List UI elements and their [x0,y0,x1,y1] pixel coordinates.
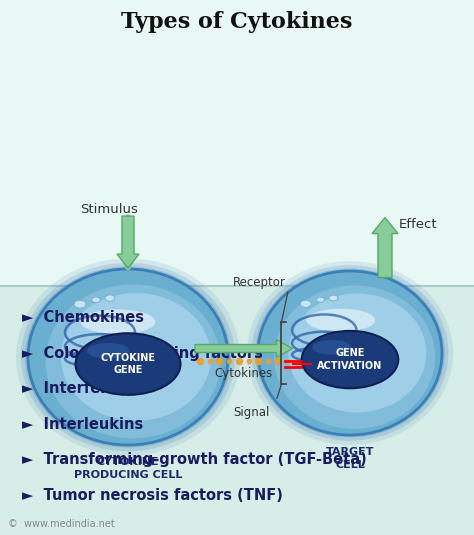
Ellipse shape [46,285,220,438]
FancyArrow shape [195,340,292,357]
Ellipse shape [75,333,181,395]
Ellipse shape [252,265,448,441]
Text: Receptor: Receptor [233,276,286,289]
Ellipse shape [21,263,235,451]
Text: ►  Transforming-growth factor (TGF-Beta): ► Transforming-growth factor (TGF-Beta) [22,452,367,467]
Text: Signal: Signal [233,406,269,419]
Text: CYTOKINE
GENE: CYTOKINE GENE [100,353,155,376]
Text: Effect: Effect [399,218,438,231]
Ellipse shape [300,300,311,308]
Text: Types of Cytokines: Types of Cytokines [121,11,353,33]
Ellipse shape [329,295,338,301]
Text: GENE
ACTIVATION: GENE ACTIVATION [318,348,383,371]
Text: Cytokines: Cytokines [215,366,273,379]
Text: ©  www.medindia.net: © www.medindia.net [8,519,115,529]
Ellipse shape [91,297,100,303]
Ellipse shape [274,285,435,429]
Text: Stimulus: Stimulus [80,203,138,216]
Text: ►  Chemokines: ► Chemokines [22,310,144,325]
Ellipse shape [317,297,325,302]
Ellipse shape [258,271,442,435]
Text: ►  Tumor necrosis factors (TNF): ► Tumor necrosis factors (TNF) [22,488,283,503]
Ellipse shape [61,293,211,421]
Ellipse shape [28,269,228,445]
Bar [0,0,474,286]
FancyArrow shape [117,216,139,268]
Text: ►  Interleukins: ► Interleukins [22,417,143,432]
Ellipse shape [81,309,155,334]
Ellipse shape [306,309,375,332]
Ellipse shape [247,261,453,445]
Ellipse shape [87,343,129,359]
Text: TARGET
CELL: TARGET CELL [326,447,374,470]
Ellipse shape [25,266,231,448]
Ellipse shape [255,269,445,438]
Bar [0,286,474,535]
Ellipse shape [312,340,351,355]
Ellipse shape [74,300,86,308]
Text: ►  Interferons: ► Interferons [22,381,137,396]
Text: CYTOKINE
PRODUCING CELL: CYTOKINE PRODUCING CELL [74,457,182,480]
Ellipse shape [105,295,115,301]
FancyArrow shape [372,218,398,278]
Ellipse shape [288,294,426,412]
Ellipse shape [16,258,240,456]
Ellipse shape [301,331,398,388]
Text: ►  Colony-stimulating factors: ► Colony-stimulating factors [22,346,263,361]
